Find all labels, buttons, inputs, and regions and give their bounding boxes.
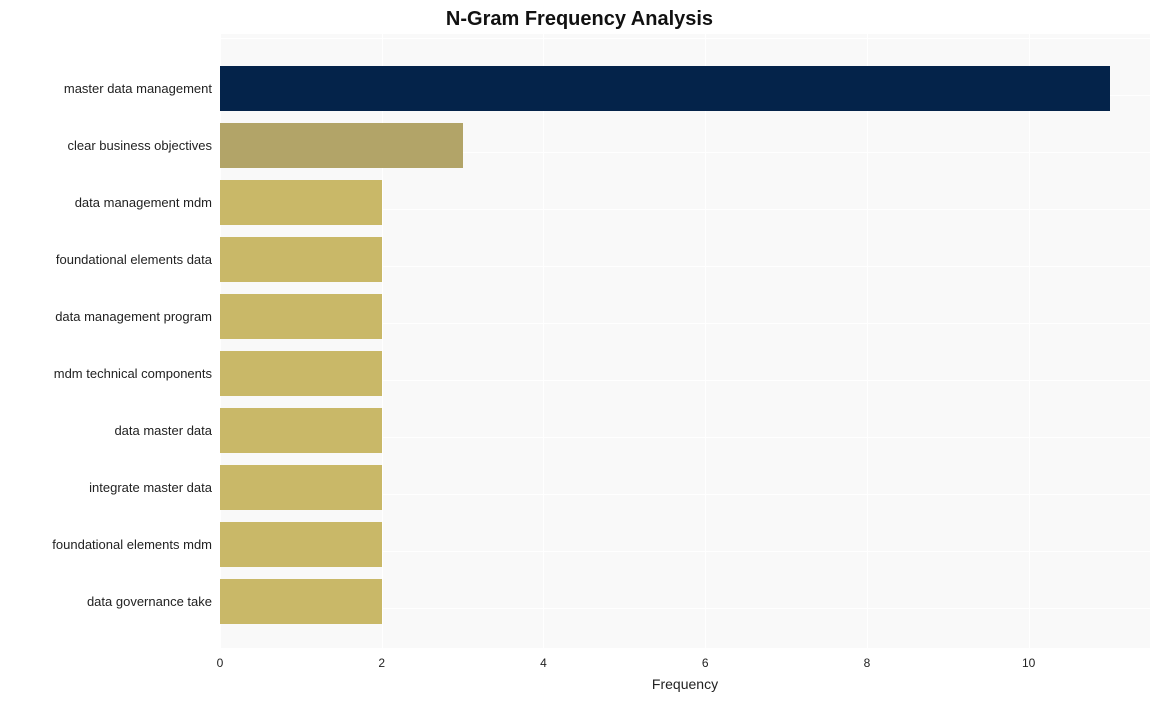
gridline-vertical — [1029, 34, 1030, 648]
gridline-vertical — [867, 34, 868, 648]
y-tick-label: data management program — [0, 309, 212, 324]
gridline-horizontal — [220, 38, 1150, 39]
bar — [220, 123, 463, 168]
x-tick-label: 4 — [540, 656, 547, 670]
bar — [220, 351, 382, 396]
bar — [220, 180, 382, 225]
y-tick-label: integrate master data — [0, 480, 212, 495]
gridline-vertical — [705, 34, 706, 648]
bar — [220, 522, 382, 567]
chart-container: N-Gram Frequency Analysis master data ma… — [0, 0, 1159, 701]
x-tick-label: 2 — [378, 656, 385, 670]
y-tick-label: foundational elements mdm — [0, 537, 212, 552]
y-tick-label: master data management — [0, 81, 212, 96]
x-axis-label: Frequency — [220, 676, 1150, 692]
bar — [220, 465, 382, 510]
y-tick-label: data management mdm — [0, 195, 212, 210]
bar — [220, 408, 382, 453]
gridline-vertical — [543, 34, 544, 648]
bar — [220, 294, 382, 339]
y-tick-label: foundational elements data — [0, 252, 212, 267]
x-tick-label: 0 — [217, 656, 224, 670]
bar — [220, 66, 1110, 111]
chart-title: N-Gram Frequency Analysis — [0, 8, 1159, 31]
x-tick-label: 8 — [864, 656, 871, 670]
x-tick-label: 6 — [702, 656, 709, 670]
y-tick-label: data governance take — [0, 594, 212, 609]
y-tick-label: clear business objectives — [0, 138, 212, 153]
y-tick-label: mdm technical components — [0, 366, 212, 381]
bar — [220, 579, 382, 624]
bar — [220, 237, 382, 282]
x-tick-label: 10 — [1022, 656, 1035, 670]
plot-area — [220, 34, 1150, 648]
y-tick-label: data master data — [0, 423, 212, 438]
